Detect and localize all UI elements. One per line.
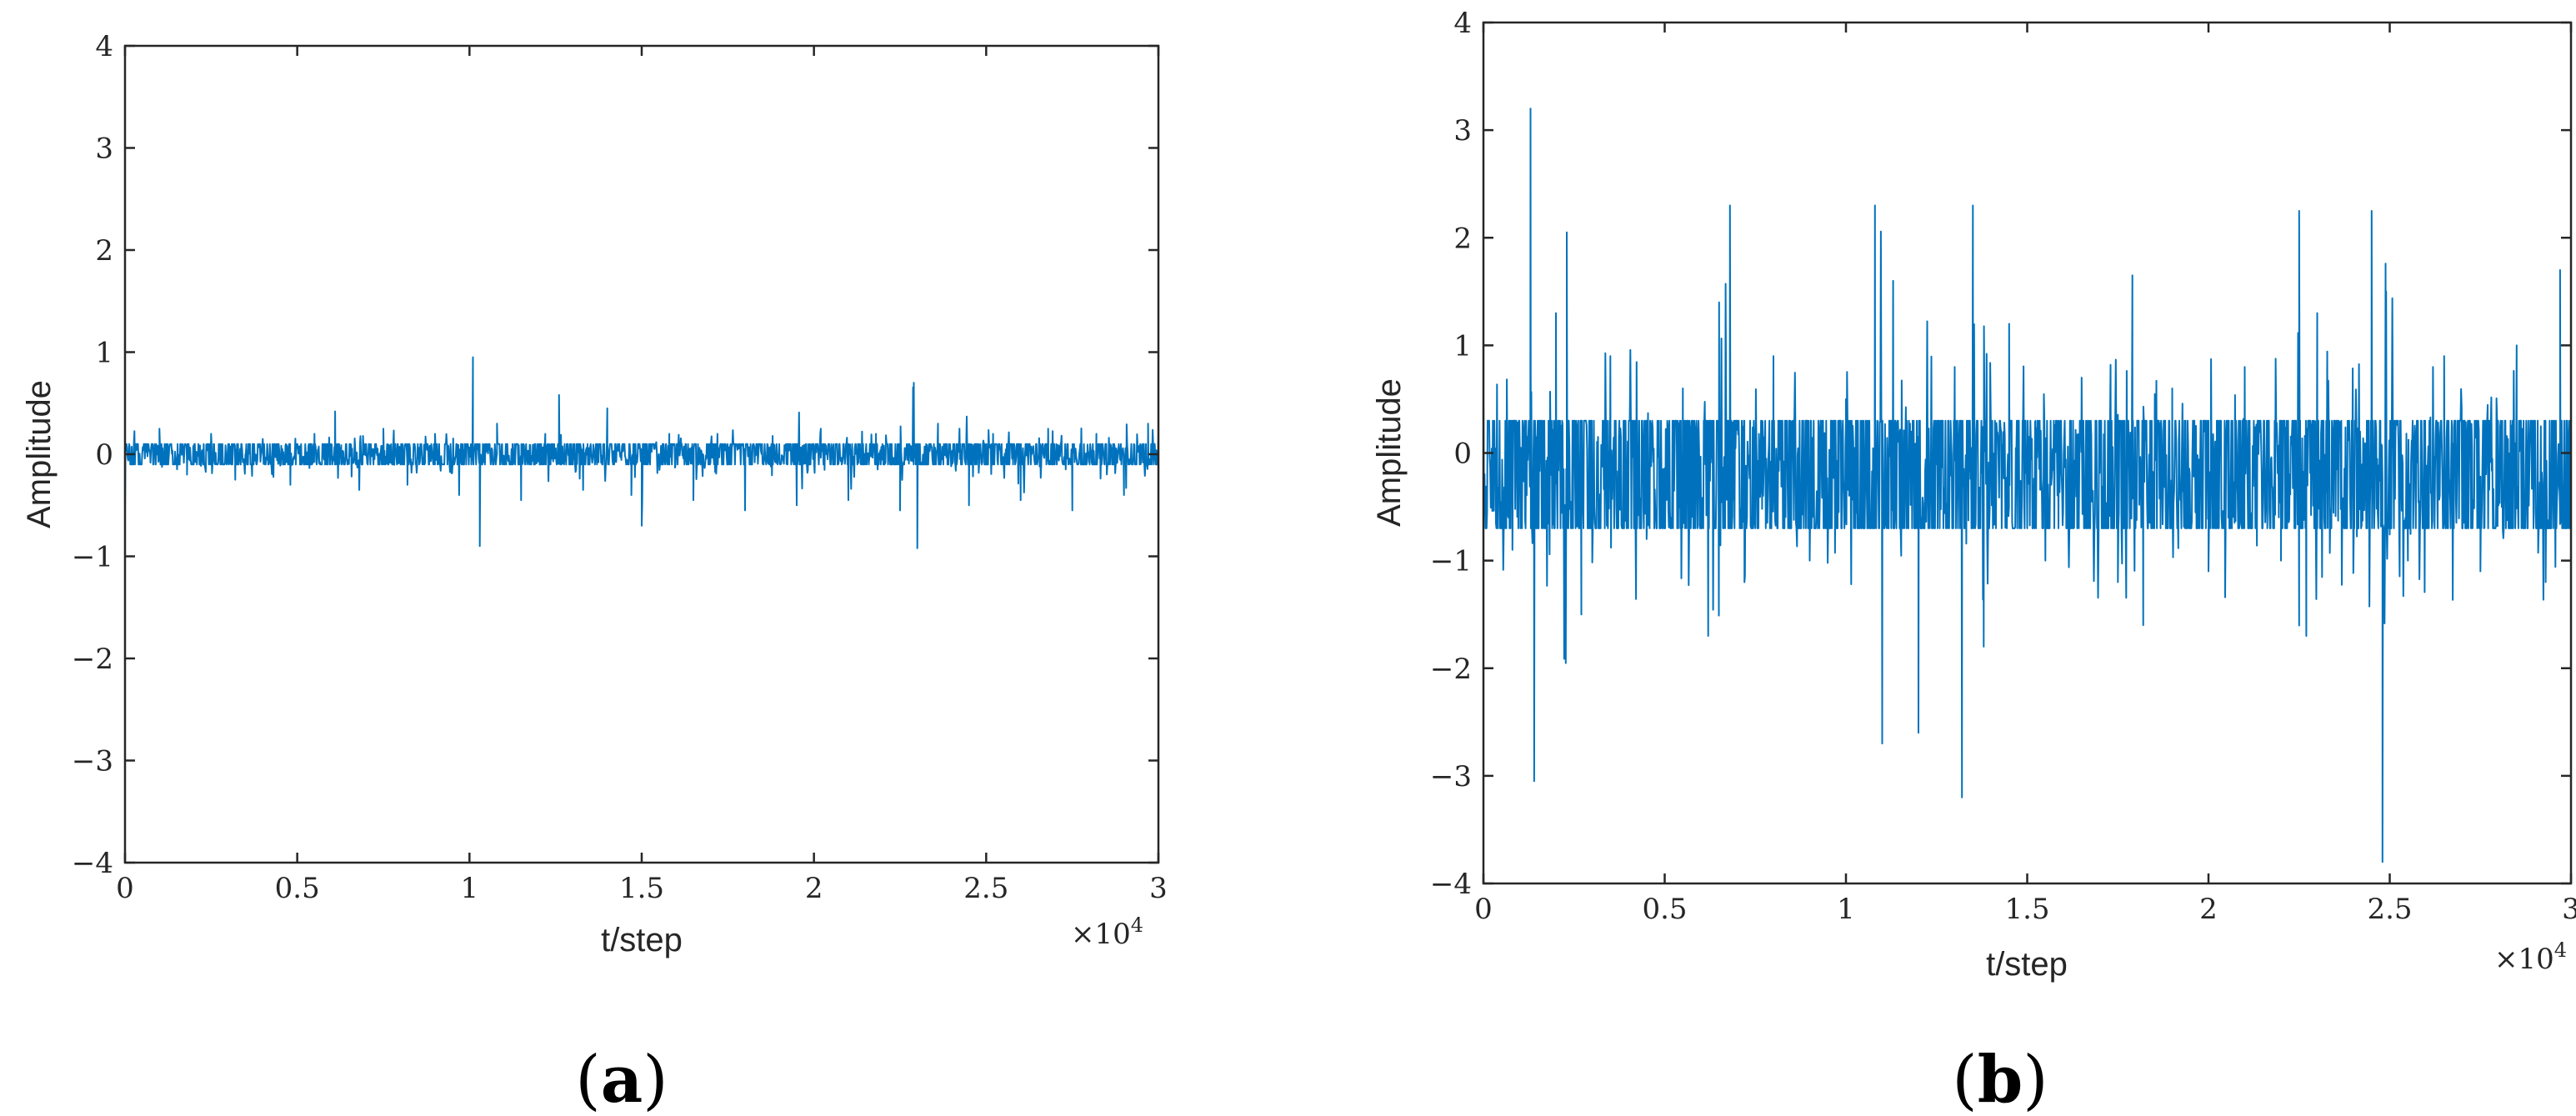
x-tick-label-b-1: 0.5 (1642, 893, 1687, 926)
tick-layer-b: 0 0.5 1 1.5 2 2.5 3 −4 −3 −2 −1 0 1 2 3 4 (1430, 7, 2576, 926)
y-tick-label-a-7: 3 (95, 133, 113, 166)
y-tick-label-b-3: −1 (1430, 545, 1472, 578)
chart-panel-b: 0 0.5 1 1.5 2 2.5 3 −4 −3 −2 −1 0 1 2 3 4 t/step Amplit… (1371, 7, 2576, 1116)
y-tick-label-b-4: 0 (1453, 438, 1472, 471)
x-tick-label-a-0: 0 (116, 872, 134, 905)
x-exponent-power-b: 4 (2554, 938, 2567, 962)
caption-paren-close-a: ) (643, 1043, 668, 1116)
caption-paren-open-a: ( (575, 1043, 600, 1116)
y-tick-label-b-7: 3 (1453, 114, 1472, 148)
caption-b: (b) (1952, 1042, 2048, 1116)
caption-paren-open-b: ( (1952, 1043, 1977, 1116)
x-tick-label-a-5: 2.5 (963, 872, 1008, 905)
x-exponent-b: ×104 (2494, 938, 2567, 976)
x-axis-label-b: t/step (1986, 946, 2068, 983)
x-axis-label-a: t/step (601, 922, 683, 958)
y-tick-label-a-6: 2 (95, 234, 113, 268)
y-tick-label-b-2: −2 (1430, 653, 1472, 686)
x-tick-label-a-3: 1.5 (619, 872, 664, 905)
series-layer-b (1483, 108, 2572, 863)
y-tick-label-b-8: 4 (1453, 7, 1472, 40)
y-axis-label-a: Amplitude (21, 380, 58, 528)
x-tick-label-b-6: 3 (2562, 893, 2576, 926)
x-tick-label-b-2: 1 (1837, 893, 1855, 926)
x-tick-label-b-3: 1.5 (2004, 893, 2049, 926)
x-tick-label-b-4: 2 (2199, 893, 2218, 926)
x-exponent-power-a: 4 (1131, 913, 1143, 937)
signal-line-a-0 (124, 356, 1159, 549)
y-tick-label-a-2: −2 (72, 643, 113, 676)
y-tick-label-a-4: 0 (95, 438, 113, 472)
tick-layer-a: 0 0.5 1 1.5 2 2.5 3 −4 −3 −2 −1 0 1 2 3 4 (72, 30, 1168, 905)
x-exponent-a: ×104 (1071, 913, 1143, 951)
y-tick-label-b-6: 2 (1453, 222, 1472, 255)
x-tick-label-b-5: 2.5 (2367, 893, 2412, 926)
y-tick-label-a-0: −4 (72, 847, 113, 880)
y-tick-label-b-5: 1 (1453, 329, 1472, 363)
caption-letter-a: a (601, 1042, 643, 1116)
y-tick-label-a-5: 1 (95, 337, 113, 370)
y-tick-label-a-8: 4 (95, 30, 113, 63)
y-axis-label-b: Amplitude (1371, 378, 1408, 527)
x-tick-label-b-0: 0 (1474, 893, 1493, 926)
y-tick-label-a-3: −1 (72, 541, 113, 574)
x-exponent-base-b: ×10 (2494, 943, 2554, 976)
x-tick-label-a-2: 1 (461, 872, 479, 905)
y-tick-label-b-0: −4 (1430, 868, 1472, 901)
y-tick-label-a-1: −3 (72, 745, 113, 778)
signal-line-b-0 (1483, 108, 2572, 863)
y-tick-label-b-1: −3 (1430, 760, 1472, 793)
x-tick-label-a-1: 0.5 (275, 872, 320, 905)
caption-paren-close-b: ) (2023, 1043, 2048, 1116)
x-tick-label-a-6: 3 (1149, 872, 1168, 905)
caption-letter-b: b (1978, 1042, 2023, 1116)
caption-a: (a) (575, 1042, 668, 1116)
x-tick-label-a-4: 2 (805, 872, 823, 905)
series-layer-a (124, 356, 1159, 549)
x-exponent-base-a: ×10 (1071, 918, 1131, 951)
